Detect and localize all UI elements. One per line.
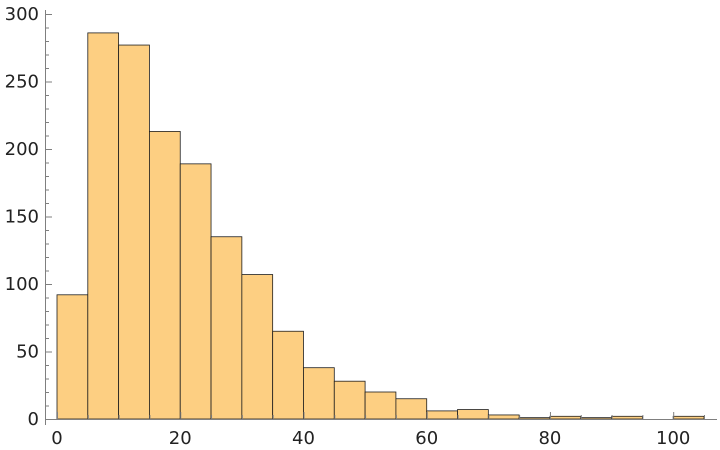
bars-group <box>56 32 705 420</box>
bar-0-5 <box>56 294 89 420</box>
bar-25-30 <box>210 236 243 420</box>
y-tick-label-100: 100 <box>5 274 39 295</box>
x-tick-label-80: 80 <box>538 428 561 449</box>
bar-5-10 <box>87 32 120 420</box>
bar-75-80 <box>518 417 551 420</box>
bar-100-105 <box>672 415 705 420</box>
x-tick-label-20: 20 <box>169 428 192 449</box>
x-tick-label-0: 0 <box>51 428 62 449</box>
bar-15-20 <box>149 131 181 420</box>
bar-35-40 <box>272 330 304 420</box>
bar-50-55 <box>364 391 397 420</box>
bar-80-85 <box>549 415 582 420</box>
x-tick-label-100: 100 <box>656 428 690 449</box>
ticks-group <box>45 14 705 420</box>
y-tick-label-200: 200 <box>5 139 39 160</box>
y-tick-label-50: 50 <box>16 342 39 363</box>
bar-10-15 <box>118 44 150 420</box>
x-tick-label-40: 40 <box>292 428 315 449</box>
tick-labels-group: 0 50 100 150 200 250 300 0 20 40 60 80 100 <box>5 4 691 449</box>
y-tick-label-0: 0 <box>28 409 39 430</box>
x-tick-label-60: 60 <box>415 428 438 449</box>
bar-65-70 <box>457 409 489 420</box>
bar-40-45 <box>303 367 335 420</box>
y-tick-label-300: 300 <box>5 4 39 25</box>
bar-20-25 <box>179 163 212 420</box>
bar-55-60 <box>395 398 428 420</box>
bar-30-35 <box>241 274 274 420</box>
bar-85-90 <box>580 417 612 420</box>
y-tick-label-150: 150 <box>5 207 39 228</box>
bar-70-75 <box>487 414 520 420</box>
bar-90-95 <box>611 415 643 420</box>
y-tick-label-250: 250 <box>5 72 39 93</box>
bar-45-50 <box>333 380 366 420</box>
bar-60-65 <box>426 410 458 420</box>
